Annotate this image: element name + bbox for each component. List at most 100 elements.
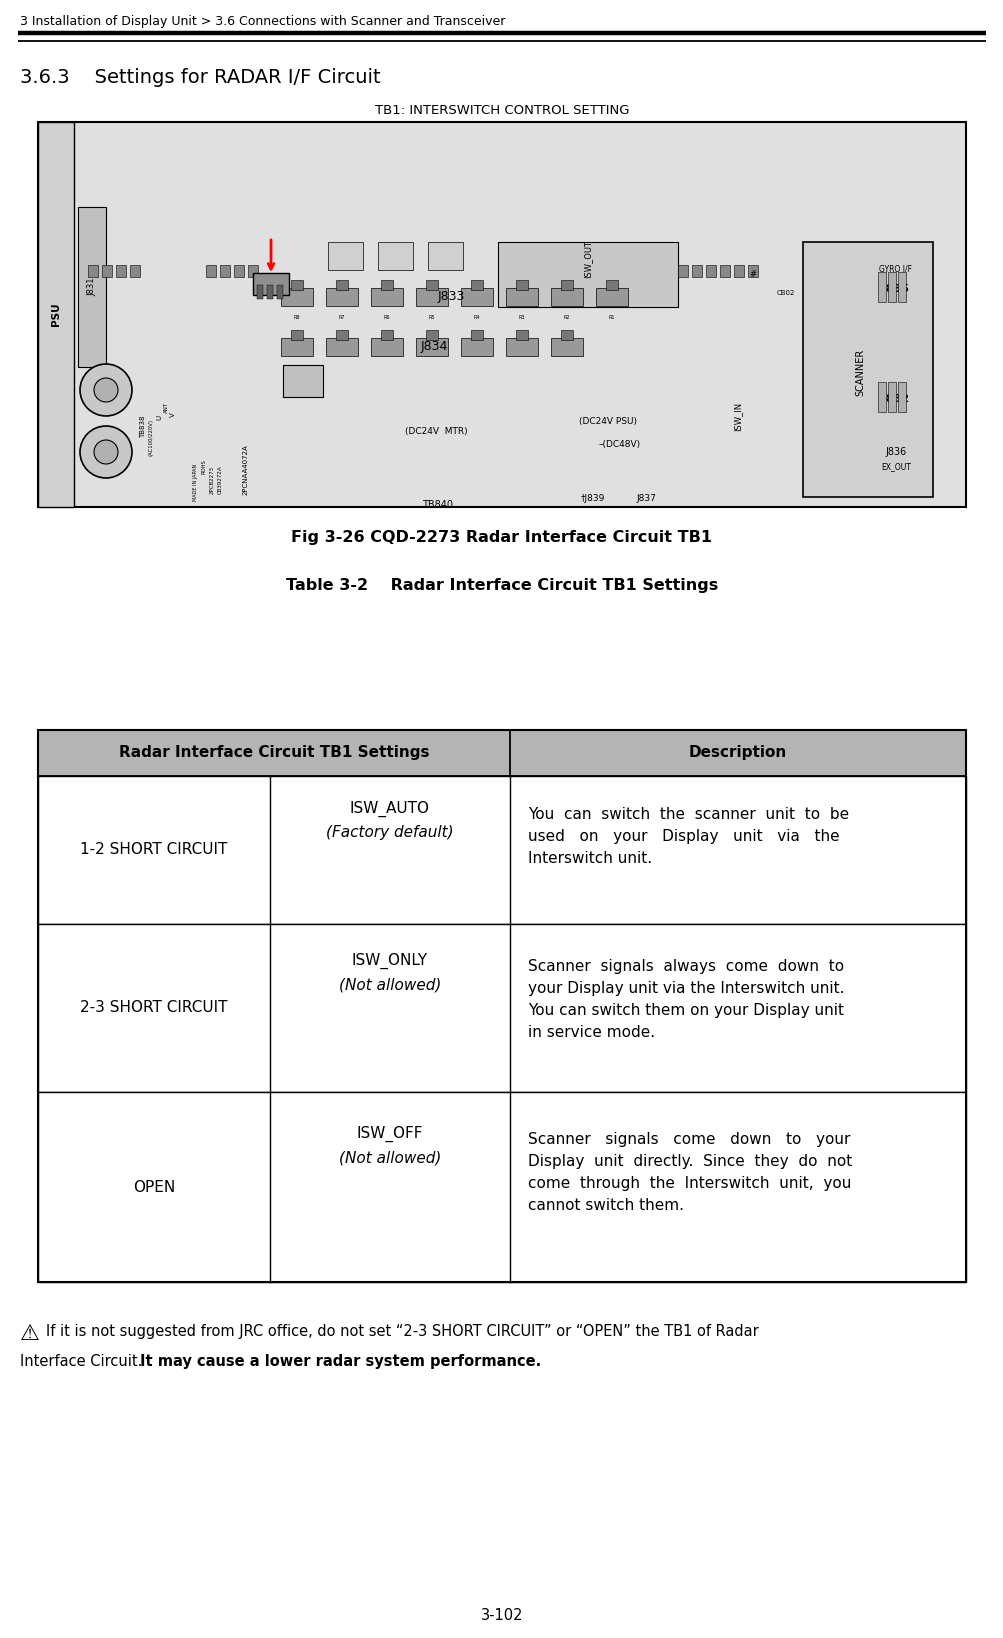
Bar: [887, 272, 895, 301]
Text: your Display unit via the Interswitch unit.: your Display unit via the Interswitch un…: [528, 981, 844, 996]
Text: (Factory default): (Factory default): [326, 826, 453, 840]
Bar: [129, 265, 139, 277]
Text: TB1: INTERSWITCH CONTROL SETTING: TB1: INTERSWITCH CONTROL SETTING: [374, 103, 629, 116]
Text: ISW_ONLY: ISW_ONLY: [352, 953, 427, 970]
Bar: [506, 337, 538, 355]
Bar: [38, 1093, 965, 1283]
Text: cannot switch them.: cannot switch them.: [528, 1197, 683, 1212]
Text: R8: R8: [294, 314, 300, 319]
Text: ISW_OFF: ISW_OFF: [356, 1125, 423, 1142]
Text: 2-3 SHORT CIRCUIT: 2-3 SHORT CIRCUIT: [80, 1001, 228, 1016]
Bar: [802, 242, 932, 496]
Text: 3 Installation of Display Unit > 3.6 Connections with Scanner and Transceiver: 3 Installation of Display Unit > 3.6 Con…: [20, 15, 505, 28]
Bar: [380, 329, 392, 341]
Bar: [220, 265, 230, 277]
Text: U: U: [155, 414, 161, 419]
Text: ANT: ANT: [163, 401, 169, 413]
Bar: [516, 329, 528, 341]
Text: J833: J833: [437, 290, 464, 303]
Bar: [38, 924, 965, 1093]
Text: EX_OUT: EX_OUT: [881, 462, 910, 472]
Text: ROHS: ROHS: [202, 460, 207, 475]
Text: J834: J834: [420, 341, 447, 354]
Text: J832: J832: [882, 395, 909, 405]
Bar: [561, 280, 573, 290]
Text: R6: R6: [383, 314, 390, 319]
Bar: [291, 280, 303, 290]
Text: Interface Circuit.: Interface Circuit.: [20, 1355, 146, 1369]
Bar: [733, 265, 743, 277]
Text: (AC100/220V): (AC100/220V): [148, 418, 153, 455]
Bar: [38, 776, 965, 924]
Text: ⚠: ⚠: [20, 1324, 40, 1345]
Bar: [551, 288, 583, 306]
Bar: [38, 731, 965, 1283]
Text: ISW_OUT: ISW_OUT: [583, 241, 592, 278]
Bar: [427, 242, 462, 270]
Bar: [415, 288, 447, 306]
Bar: [281, 337, 313, 355]
Bar: [878, 382, 885, 413]
Bar: [328, 242, 363, 270]
Text: 2PCNAA4072A: 2PCNAA4072A: [243, 444, 249, 495]
Bar: [234, 265, 244, 277]
Text: CB39272A: CB39272A: [218, 465, 223, 495]
Bar: [460, 337, 492, 355]
Text: J837: J837: [636, 495, 655, 503]
Text: 2PCB2273: 2PCB2273: [210, 465, 215, 495]
Bar: [206, 265, 216, 277]
Bar: [506, 288, 538, 306]
Bar: [88, 265, 98, 277]
Bar: [102, 265, 112, 277]
Text: V: V: [170, 413, 176, 418]
Bar: [606, 280, 618, 290]
Bar: [747, 265, 757, 277]
Bar: [516, 280, 528, 290]
Text: in service mode.: in service mode.: [528, 1025, 655, 1040]
Text: You can switch them on your Display unit: You can switch them on your Display unit: [528, 1002, 844, 1017]
Bar: [470, 280, 482, 290]
Text: OPEN: OPEN: [132, 1179, 175, 1194]
Text: Display  unit  directly.  Since  they  do  not: Display unit directly. Since they do not: [528, 1153, 852, 1170]
Bar: [78, 206, 106, 367]
Bar: [291, 329, 303, 341]
Text: (DC24V  MTR): (DC24V MTR): [404, 428, 466, 436]
Text: #: #: [749, 270, 755, 278]
Text: You  can  switch  the  scanner  unit  to  be: You can switch the scanner unit to be: [528, 806, 849, 822]
Bar: [415, 337, 447, 355]
Bar: [326, 337, 358, 355]
Text: J831: J831: [87, 278, 96, 296]
Text: Interswitch unit.: Interswitch unit.: [528, 850, 652, 865]
Text: ISW_IN: ISW_IN: [733, 401, 742, 431]
Text: used   on   your   Display   unit   via   the: used on your Display unit via the: [528, 829, 839, 844]
Bar: [116, 265, 125, 277]
Circle shape: [94, 441, 118, 464]
Circle shape: [80, 364, 131, 416]
Bar: [596, 288, 627, 306]
Text: come  through  the  Interswitch  unit,  you: come through the Interswitch unit, you: [528, 1176, 851, 1191]
Text: (Not allowed): (Not allowed): [338, 1150, 440, 1165]
Bar: [887, 382, 895, 413]
Text: Table 3-2    Radar Interface Circuit TB1 Settings: Table 3-2 Radar Interface Circuit TB1 Se…: [286, 578, 717, 593]
Text: Description: Description: [688, 745, 786, 760]
Bar: [705, 265, 715, 277]
Bar: [470, 329, 482, 341]
Bar: [719, 265, 729, 277]
Circle shape: [94, 378, 118, 401]
Text: It may cause a lower radar system performance.: It may cause a lower radar system perfor…: [139, 1355, 541, 1369]
Text: GYRO I/F: GYRO I/F: [879, 264, 912, 274]
Text: TB838: TB838: [139, 416, 145, 439]
Text: Radar Interface Circuit TB1 Settings: Radar Interface Circuit TB1 Settings: [118, 745, 429, 760]
Bar: [248, 265, 258, 277]
Text: R2: R2: [564, 314, 570, 319]
Text: Scanner   signals   come   down   to   your: Scanner signals come down to your: [528, 1132, 850, 1147]
Bar: [425, 329, 437, 341]
Text: –(DC48V): –(DC48V): [599, 441, 641, 449]
Bar: [38, 121, 74, 508]
Bar: [551, 337, 583, 355]
Text: R1: R1: [608, 314, 615, 319]
Bar: [377, 242, 412, 270]
Bar: [38, 121, 965, 508]
Bar: [497, 242, 677, 306]
Text: J835: J835: [882, 283, 909, 293]
